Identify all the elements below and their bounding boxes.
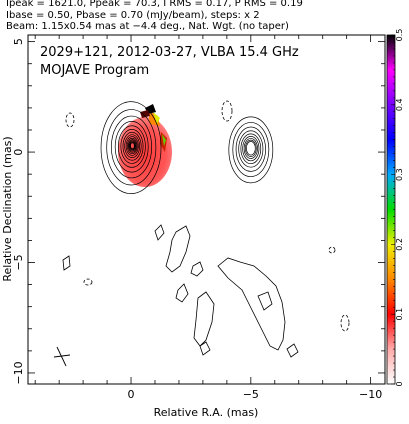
y-tick-label: 5: [12, 38, 25, 45]
contour-ring: [128, 140, 137, 152]
y-tick-label: −10: [12, 361, 25, 384]
contour-ring: [117, 125, 146, 168]
colorbar-tick-label: 0.3: [395, 168, 404, 181]
extended-jet-contours: [62, 224, 299, 358]
negative-contours: [65, 100, 350, 332]
contour-ring: [238, 130, 264, 168]
colorbar: 0 0.1 0.2 0.3 0.4 0.5: [386, 29, 404, 387]
contour-ring: [129, 141, 136, 151]
contour-ring: [106, 109, 157, 186]
contour-ring: [127, 139, 137, 153]
x-axis-label: Relative R.A. (mas): [154, 406, 259, 419]
contour-ring: [100, 101, 162, 195]
contour-ring: [242, 136, 260, 162]
contour-ring: [114, 121, 149, 173]
plot-title: 2029+121, 2012-03-27, VLBA 15.4 GHz: [40, 45, 299, 60]
contour-ring: [228, 116, 274, 184]
y-axis-label: Relative Declination (mas): [1, 136, 14, 281]
beam-ellipse: [53, 346, 71, 367]
contour-ring: [126, 137, 138, 155]
contour-ring: [130, 142, 135, 149]
contour-ring: [125, 136, 139, 156]
contour-ring: [110, 115, 153, 179]
contour-ring: [244, 139, 257, 157]
contour-ring: [124, 134, 140, 158]
colorbar-tick-label: 0: [395, 381, 404, 386]
y-tick-label: −5: [12, 254, 25, 270]
colorbar-tick-label: 0.1: [395, 308, 404, 321]
plot-frame: [27, 34, 386, 385]
contour-ring: [235, 126, 266, 172]
plot-subtitle: MOJAVE Program: [40, 63, 149, 78]
header-line-1: Ipeak = 1621.0, Ppeak = 70.3, I RMS = 0.…: [6, 0, 303, 9]
contour-ring: [243, 138, 258, 159]
x-tick-label: 0: [128, 388, 135, 401]
x-tick-label: −5: [243, 388, 259, 401]
colorbar-tick-label: 0.5: [395, 29, 404, 42]
colorbar-tick-label: 0.4: [395, 98, 404, 111]
contour-ring: [120, 128, 144, 164]
contour-ring: [232, 122, 270, 177]
jet-knot-contours: [228, 116, 274, 184]
header-line-2: Ibase = 0.50, Pbase = 0.70 (mJy/beam), s…: [6, 10, 260, 21]
x-tick-label: −10: [359, 388, 382, 401]
contour-ring: [122, 131, 142, 161]
contour-ring: [129, 141, 136, 150]
contour-ring: [240, 133, 262, 165]
colorbar-tick-label: 0.2: [395, 238, 404, 251]
y-tick-label: 0: [12, 149, 25, 156]
core-contours: [100, 101, 162, 195]
contour-ring: [245, 141, 256, 156]
header-line-3: Beam: 1.15x0.54 mas at −4.4 deg., Nat. W…: [6, 21, 289, 32]
